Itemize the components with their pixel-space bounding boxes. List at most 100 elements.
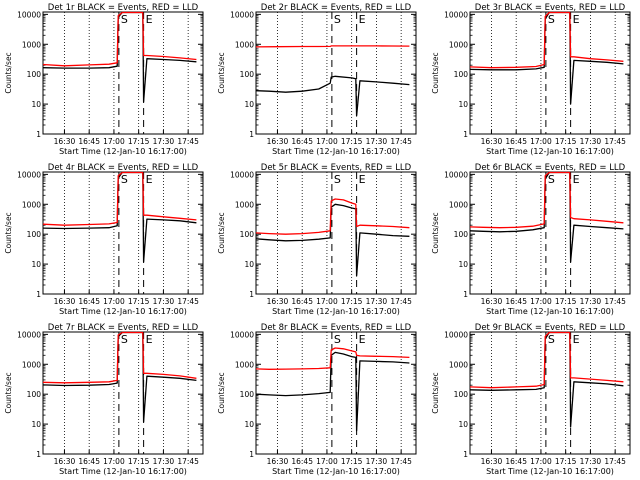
- panel-title: Det 5r BLACK = Events, RED = LLD: [261, 163, 412, 173]
- panel-title: Det 2r BLACK = Events, RED = LLD: [261, 3, 412, 13]
- x-tick-label: 17:15: [341, 137, 363, 146]
- panel-title: Det 9r BLACK = Events, RED = LLD: [475, 323, 626, 333]
- x-tick-label: 16:30: [481, 457, 503, 466]
- y-tick-label: 1000: [22, 40, 41, 49]
- plot-frame: [42, 331, 204, 455]
- x-axis-label: Start Time (12-Jan-10 16:17:00): [272, 467, 400, 476]
- y-tick-label: 10000: [17, 330, 41, 339]
- events-series-line: [469, 11, 624, 105]
- y-tick-label: 1000: [449, 360, 468, 369]
- lld-series-line: [255, 347, 410, 370]
- y-tick-label: 1000: [22, 360, 41, 369]
- panel-title: Det 8r BLACK = Events, RED = LLD: [261, 323, 412, 333]
- y-tick-label: 10000: [230, 10, 254, 19]
- detector-panel: Det 5r BLACK = Events, RED = LLD 16:30 16:…: [217, 163, 417, 316]
- x-tick-label: 17:00: [103, 137, 125, 146]
- x-tick-label: 16:30: [481, 137, 503, 146]
- y-axis-label: Counts/sec: [431, 212, 440, 253]
- x-axis-label: Start Time (12-Jan-10 16:17:00): [59, 307, 187, 316]
- x-axis-label: Start Time (12-Jan-10 16:17:00): [272, 147, 400, 156]
- plot-frame: [255, 331, 417, 455]
- x-tick-label: 17:30: [153, 137, 175, 146]
- events-series-line: [255, 203, 410, 277]
- y-tick-label: 1: [36, 290, 41, 299]
- x-axis-label: Start Time (12-Jan-10 16:17:00): [59, 147, 187, 156]
- detector-panel: Det 8r BLACK = Events, RED = LLD 16:30 16:…: [217, 323, 417, 476]
- marker-label: S: [334, 333, 341, 346]
- x-tick-label: 16:45: [505, 297, 527, 306]
- y-tick-label: 100: [454, 70, 469, 79]
- marker-label: S: [121, 13, 128, 26]
- marker-label: E: [146, 13, 153, 26]
- plot-frame: [469, 11, 631, 135]
- y-tick-label: 1000: [449, 200, 468, 209]
- y-axis-label: Counts/sec: [217, 52, 226, 93]
- x-tick-label: 17:45: [390, 297, 412, 306]
- y-axis-label: Counts/sec: [4, 372, 13, 413]
- y-tick-label: 100: [27, 230, 42, 239]
- lld-series-line: [469, 11, 624, 69]
- x-tick-label: 17:15: [341, 457, 363, 466]
- y-axis-label: Counts/sec: [431, 372, 440, 413]
- x-axis-label: Start Time (12-Jan-10 16:17:00): [486, 147, 614, 156]
- marker-label: E: [359, 173, 366, 186]
- x-tick-label: 17:45: [177, 137, 199, 146]
- x-tick-label: 17:00: [103, 297, 125, 306]
- detector-panel: Det 3r BLACK = Events, RED = LLD 16:30 16:…: [431, 3, 631, 156]
- y-tick-label: 1000: [235, 200, 254, 209]
- y-tick-label: 10000: [444, 330, 468, 339]
- x-tick-label: 17:30: [153, 297, 175, 306]
- plot-frame: [469, 171, 631, 295]
- x-tick-label: 16:30: [481, 297, 503, 306]
- x-tick-label: 17:15: [555, 457, 577, 466]
- y-tick-label: 1: [249, 290, 254, 299]
- marker-label: S: [121, 333, 128, 346]
- x-tick-label: 16:45: [291, 137, 313, 146]
- panel-title: Det 6r BLACK = Events, RED = LLD: [475, 163, 626, 173]
- detector-panel: Det 6r BLACK = Events, RED = LLD 16:30 16:…: [431, 163, 631, 316]
- x-tick-label: 17:30: [366, 457, 388, 466]
- x-tick-label: 17:15: [341, 297, 363, 306]
- marker-label: S: [121, 173, 128, 186]
- x-tick-label: 16:45: [505, 137, 527, 146]
- x-axis-label: Start Time (12-Jan-10 16:17:00): [486, 467, 614, 476]
- x-tick-label: 17:45: [177, 297, 199, 306]
- y-tick-label: 10000: [444, 170, 468, 179]
- y-tick-label: 10000: [17, 10, 41, 19]
- y-tick-label: 10: [31, 420, 41, 429]
- y-tick-label: 1: [36, 130, 41, 139]
- x-tick-label: 17:45: [177, 457, 199, 466]
- y-tick-label: 10000: [230, 170, 254, 179]
- y-tick-label: 10: [244, 260, 254, 269]
- events-series-line: [42, 331, 197, 423]
- y-tick-label: 10: [458, 420, 468, 429]
- marker-label: S: [548, 333, 555, 346]
- x-tick-label: 17:15: [555, 137, 577, 146]
- x-tick-label: 17:15: [128, 457, 150, 466]
- lld-series-line: [42, 11, 197, 67]
- x-tick-label: 17:45: [390, 457, 412, 466]
- x-tick-label: 17:00: [530, 297, 552, 306]
- x-tick-label: 16:45: [291, 457, 313, 466]
- x-tick-label: 17:45: [604, 297, 626, 306]
- marker-label: E: [573, 333, 580, 346]
- y-tick-label: 100: [454, 390, 469, 399]
- x-tick-label: 17:00: [316, 297, 338, 306]
- marker-label: E: [573, 13, 580, 26]
- x-tick-label: 17:00: [530, 137, 552, 146]
- y-tick-label: 1: [36, 450, 41, 459]
- x-tick-label: 17:00: [316, 137, 338, 146]
- x-tick-label: 16:45: [78, 137, 100, 146]
- y-axis-label: Counts/sec: [4, 52, 13, 93]
- x-tick-label: 16:30: [267, 457, 289, 466]
- y-tick-label: 10: [244, 420, 254, 429]
- panel-title: Det 7r BLACK = Events, RED = LLD: [48, 323, 199, 333]
- marker-label: E: [359, 13, 366, 26]
- lld-series-line: [255, 45, 410, 48]
- x-tick-label: 17:45: [604, 457, 626, 466]
- detector-panel: Det 2r BLACK = Events, RED = LLD 16:30 16:…: [217, 3, 417, 156]
- events-series-line: [255, 351, 410, 432]
- y-tick-label: 1: [463, 130, 468, 139]
- y-axis-label: Counts/sec: [431, 52, 440, 93]
- y-tick-label: 10: [458, 260, 468, 269]
